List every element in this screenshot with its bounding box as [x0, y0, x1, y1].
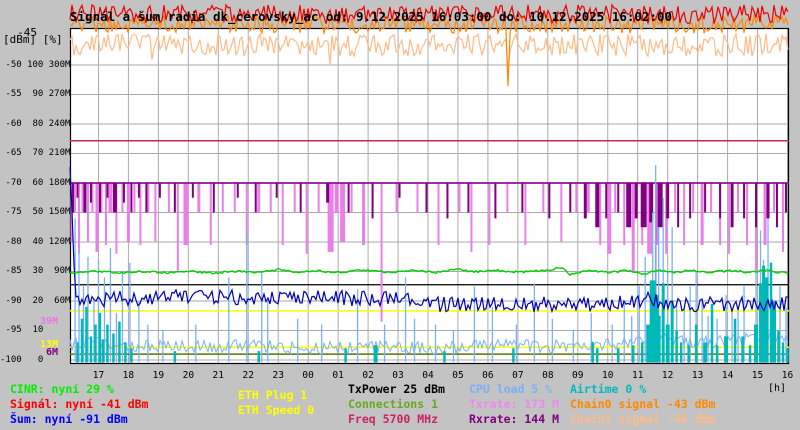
cinr-series [69, 266, 789, 277]
x-axis-tick: 08 [542, 370, 554, 381]
legend-item-c4-r1: Chain0 signal -43 dBm [570, 397, 716, 411]
x-axis-tick: 14 [721, 370, 734, 381]
legend-item-c4-r0: Airtime 0 % [570, 382, 647, 396]
y-axis-tick: -65 70 210M [0, 148, 71, 158]
x-axis-tick: 02 [362, 370, 374, 381]
graph-title: Signál a šum radia dk_cerovsky_ac od: 9.… [70, 9, 673, 24]
legend-item-c4-r2: Chain1 signal -46 dBm [570, 412, 716, 426]
x-axis-tick: 16 [781, 370, 794, 381]
y-axis-extra-mark-6m: 6M [46, 347, 59, 358]
y-axis-tick: -90 20 60M [0, 295, 71, 306]
x-axis-tick: 12 [661, 370, 674, 381]
y-axis-tick: -60 80 240M [0, 118, 71, 129]
y-axis-tick: -55 90 270M [0, 89, 71, 99]
x-axis-tick: 11 [631, 370, 644, 381]
x-axis-tick: 03 [392, 370, 404, 381]
y-axis-top-tick: -45 [17, 26, 37, 39]
y-axis-tick: -95 10 [0, 325, 44, 335]
x-axis-tick: 10 [602, 370, 614, 381]
x-axis-tick: 23 [272, 370, 284, 381]
legend-item-c0-r2: Šum: nyní -91 dBm [10, 412, 128, 426]
legend-item-c1-r1: ETH Speed 0 [238, 403, 315, 417]
chain0_signal-series [69, 13, 789, 87]
noise-series [69, 166, 789, 314]
x-axis-tick: 09 [572, 370, 584, 381]
legend-item-c0-r1: Signál: nyní -41 dBm [10, 397, 149, 411]
x-axis-tick: 22 [242, 370, 254, 381]
x-axis-tick: 17 [92, 370, 105, 381]
legend-item-c3-r0: CPU load 5 % [469, 382, 553, 396]
x-axis-tick: 13 [691, 370, 704, 381]
x-axis-tick: 19 [152, 370, 165, 381]
x-axis-tick: 04 [422, 370, 434, 381]
chain1_signal-series [69, 31, 789, 71]
x-axis-tick: 18 [122, 370, 135, 381]
y-axis-extra-mark-39m: 39M [40, 316, 59, 327]
x-axis-unit-label: [h] [767, 383, 786, 394]
x-axis-tick: 07 [512, 370, 524, 381]
y-axis-tick: -70 60 180M [0, 177, 71, 188]
y-axis-tick: -85 30 90M [0, 266, 71, 276]
y-axis-tick: -50 100 300M [0, 59, 71, 70]
y-axis-units-label: [dBm] [%] [3, 33, 63, 46]
x-axis-tick: 15 [751, 370, 764, 381]
signal-series [69, 3, 789, 25]
x-axis-tick: 05 [452, 370, 464, 381]
y-axis-tick: -100 0 [0, 354, 44, 365]
legend-item-c0-r0: CINR: nyní 29 % [10, 382, 114, 396]
y-axis-tick: -80 40 120M [0, 236, 71, 247]
legend-item-c2-r2: Freq 5700 MHz [348, 412, 439, 426]
x-axis-tick: 00 [302, 370, 314, 381]
x-axis-tick: 21 [212, 370, 224, 381]
y-axis-extra-mark-13m: 13M [40, 339, 59, 350]
legend-item-c2-r1: Connections 1 [348, 397, 439, 411]
legend-item-c3-r2: Rxrate: 144 M [469, 412, 560, 426]
legend-item-c2-r0: TxPower 25 dBm [348, 382, 445, 396]
legend-item-c1-r0: ETH Plug 1 [238, 388, 308, 402]
legend-item-c3-r1: Txrate: 173 M [469, 397, 560, 411]
y-axis-tick: -75 50 150M [0, 207, 71, 217]
x-axis-tick: 06 [482, 370, 494, 381]
x-axis-tick: 01 [332, 370, 344, 381]
x-axis-tick: 20 [182, 370, 195, 381]
